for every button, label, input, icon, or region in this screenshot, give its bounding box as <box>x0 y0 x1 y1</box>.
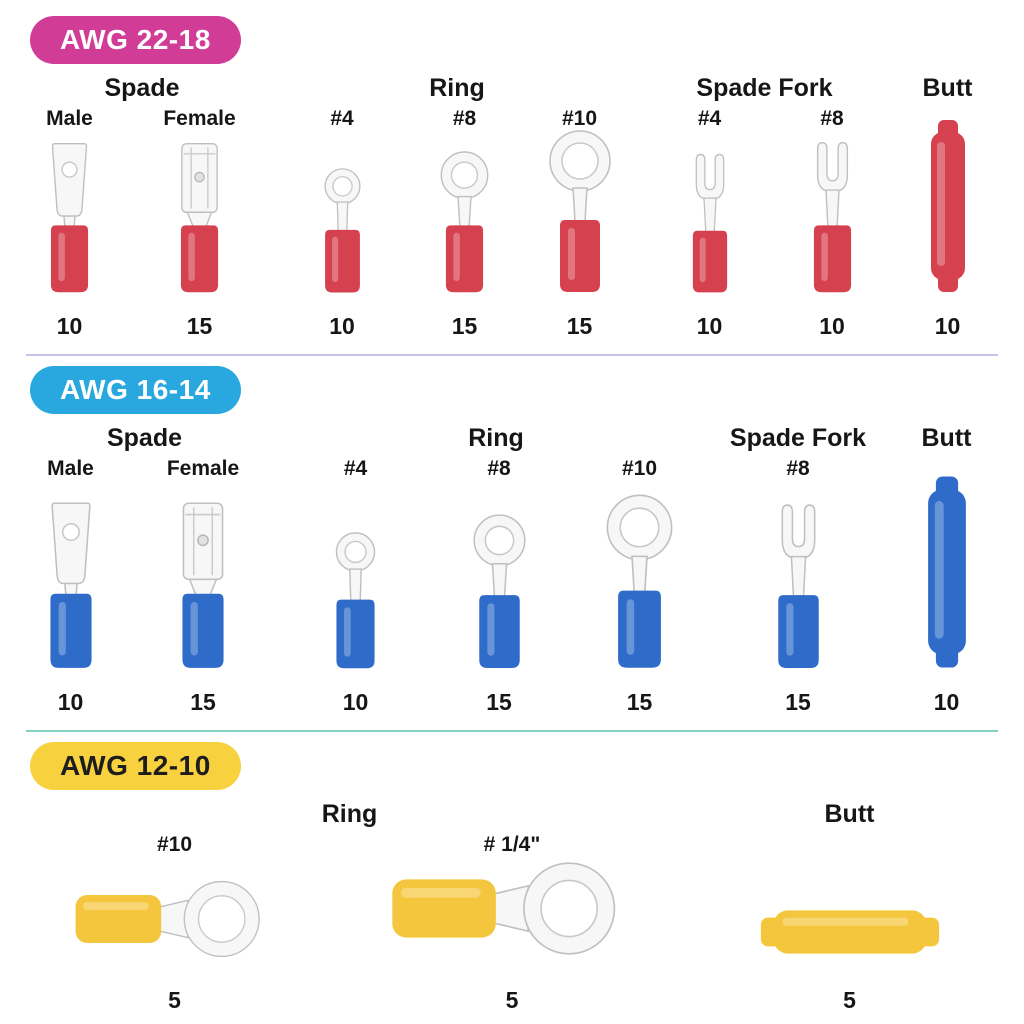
group-heading-ring: Ring <box>468 423 524 452</box>
connector-cell <box>887 136 1008 296</box>
spade-female-connector-image <box>167 138 232 296</box>
size-label-ring-4: #4 <box>330 107 354 130</box>
ring-8-connector-image <box>432 138 497 296</box>
quantity-count: 5 <box>505 987 519 1013</box>
size-label-male: Male <box>46 107 93 130</box>
size-label-fork-8: #8 <box>820 107 844 130</box>
size-label-ring-quarter-inch: # 1/4" <box>483 833 541 856</box>
quantity-count: 15 <box>566 313 593 339</box>
section-awg-16-14: AWG 16-14 Spade Ring Spade Fork Butt Mal… <box>0 356 1024 732</box>
spade-fork-4-connector-image <box>680 150 740 296</box>
awg-16-14-grid: Spade Ring Spade Fork Butt Male Female #… <box>12 418 1012 716</box>
spade-male-connector-image <box>35 497 107 672</box>
awg-12-10-grid: Ring Butt #10 # 1/4" 5 5 5 <box>12 794 1012 1014</box>
ring-10-connector-image <box>545 126 615 296</box>
size-label-fork-4: #4 <box>697 107 722 130</box>
group-heading-butt: Butt <box>824 799 875 828</box>
ring-4-connector-image <box>312 148 373 296</box>
size-label-fork-8: #8 <box>786 457 810 480</box>
quantity-count: 15 <box>186 313 213 339</box>
size-label-male: Male <box>47 457 94 480</box>
group-heading-ring: Ring <box>321 799 378 828</box>
quantity-count: 15 <box>486 689 512 715</box>
connector-cell <box>564 486 715 672</box>
connector-cell <box>127 136 272 296</box>
quantity-count: 10 <box>934 313 961 339</box>
quantity-count: 10 <box>696 313 723 339</box>
size-label-ring-8: #8 <box>452 107 477 130</box>
spade-fork-8-connector-image <box>800 138 865 296</box>
ring-10-connector-image <box>602 490 677 672</box>
quantity-count: 5 <box>168 987 181 1013</box>
ring-8-connector-image <box>464 500 535 672</box>
size-label-ring-10: #10 <box>561 107 598 130</box>
connector-cell <box>12 862 337 968</box>
connector-cell <box>777 136 887 296</box>
ring-10-connector-image <box>72 870 277 968</box>
size-label-female: Female <box>163 107 236 130</box>
size-label-ring-4: #4 <box>343 457 368 480</box>
awg-12-10-badge: AWG 12-10 <box>30 742 241 790</box>
size-label-ring-10: #10 <box>621 457 658 480</box>
quantity-count: 10 <box>342 689 369 715</box>
awg-22-18-grid: Spade Ring Spade Fork Butt Male Female #… <box>12 68 1012 340</box>
connector-cell <box>337 862 687 968</box>
connector-cell <box>434 486 564 672</box>
quantity-count: 10 <box>57 689 84 715</box>
connector-cell <box>687 862 1012 968</box>
size-label-female: Female <box>166 457 240 480</box>
quantity-count: 10 <box>819 313 845 339</box>
section-divider <box>26 730 998 732</box>
connector-cell <box>715 486 881 672</box>
group-heading-spade-fork: Spade Fork <box>696 73 833 102</box>
size-label-ring-10: #10 <box>156 833 193 856</box>
group-heading-spade-fork: Spade Fork <box>729 423 867 452</box>
spade-female-connector-image <box>167 497 239 672</box>
quantity-count: 10 <box>933 689 960 715</box>
quantity-count: 10 <box>329 313 355 339</box>
section-awg-22-18: AWG 22-18 Spade Ring Spade Fork Butt Mal… <box>0 0 1024 356</box>
quantity-count: 10 <box>56 313 83 339</box>
group-heading-butt: Butt <box>922 73 973 102</box>
connector-cell <box>12 486 129 672</box>
section-awg-12-10: AWG 12-10 Ring Butt #10 # 1/4" 5 5 5 <box>0 732 1024 1014</box>
butt-connector-image <box>908 472 986 672</box>
section-divider <box>26 354 998 356</box>
connector-cell <box>12 136 127 296</box>
awg-16-14-badge: AWG 16-14 <box>30 366 241 414</box>
connector-cell <box>642 136 777 296</box>
connector-cell <box>277 486 434 672</box>
connector-cell <box>412 136 517 296</box>
quantity-count: 15 <box>785 689 811 715</box>
group-heading-spade: Spade <box>104 73 180 102</box>
spade-fork-8-connector-image <box>763 500 834 672</box>
quantity-count: 15 <box>626 689 653 715</box>
ring-quarter-inch-connector-image <box>388 849 636 968</box>
spade-male-connector-image <box>37 138 102 296</box>
size-label-ring-8: #8 <box>487 457 511 480</box>
quantity-count: 5 <box>843 987 856 1013</box>
connector-cell <box>517 136 642 296</box>
butt-connector-image <box>755 896 945 968</box>
connector-cell <box>129 486 277 672</box>
group-heading-spade: Spade <box>106 423 183 452</box>
connector-cell <box>881 486 1012 672</box>
quantity-count: 15 <box>451 313 478 339</box>
awg-22-18-badge: AWG 22-18 <box>30 16 241 64</box>
group-heading-butt: Butt <box>921 423 972 452</box>
connector-cell <box>272 136 412 296</box>
ring-4-connector-image <box>322 510 389 672</box>
butt-connector-image <box>913 116 983 296</box>
group-heading-ring: Ring <box>429 73 485 102</box>
quantity-count: 15 <box>190 689 216 715</box>
